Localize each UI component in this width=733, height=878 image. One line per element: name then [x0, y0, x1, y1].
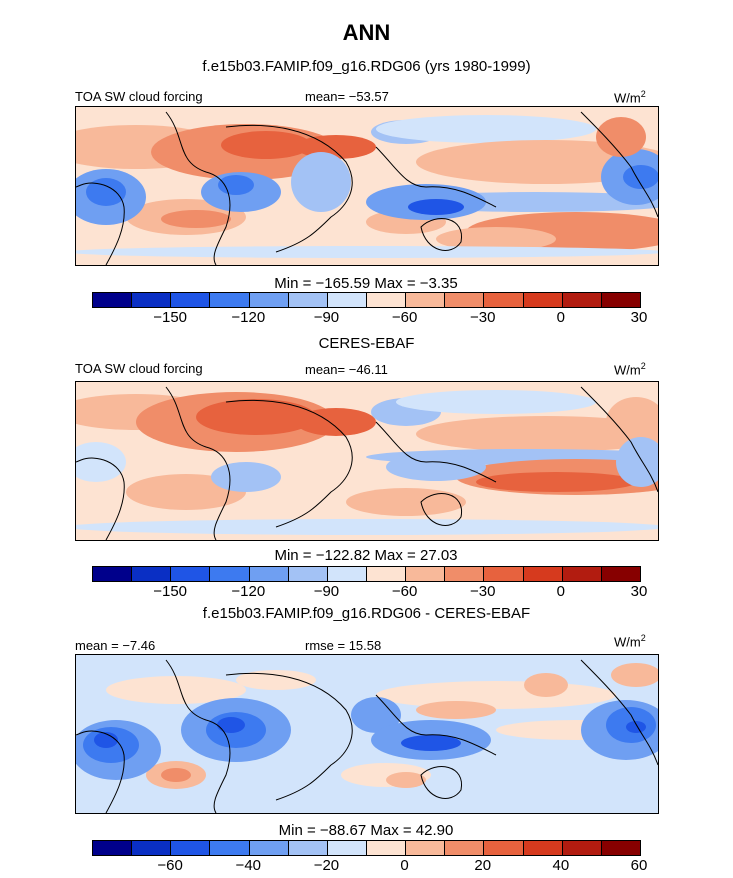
panel-3-minmax: Min = −88.67 Max = 42.90: [278, 822, 454, 839]
colorbar-swatch: [93, 567, 133, 581]
colorbar-tick-label: −60: [391, 583, 418, 600]
panel-1-map-field: [76, 107, 658, 265]
panel-1-colorbar: [92, 292, 641, 308]
panel-3-map: [75, 654, 659, 814]
colorbar-swatch: [132, 841, 172, 855]
colorbar-swatch: [327, 841, 367, 855]
colorbar-tick-label: −30: [469, 309, 496, 326]
colorbar-swatch: [327, 567, 367, 581]
colorbar-swatch: [171, 567, 211, 581]
panel-2-map: [75, 381, 659, 541]
colorbar-tick-label: 30: [630, 309, 648, 326]
colorbar-tick-label: 30: [630, 583, 648, 600]
colorbar-tick-label: −120: [231, 309, 266, 326]
colorbar-tick-label: −150: [153, 583, 188, 600]
colorbar-swatch: [93, 293, 133, 307]
panel-1-units-label: W/m2: [614, 89, 646, 106]
colorbar-tick-label: 0: [556, 583, 566, 600]
panel-3-colorbar-ticks: −60 −40 −20 0 20 40 60: [92, 857, 647, 877]
panel-3-units-label: W/m2: [614, 633, 646, 650]
colorbar-swatch: [406, 293, 446, 307]
panel-1-minmax: Min = −165.59 Max = −3.35: [274, 275, 458, 292]
colorbar-swatch: [406, 841, 446, 855]
panel-3-map-field: [76, 655, 658, 813]
colorbar-swatch: [562, 567, 602, 581]
colorbar-swatch: [562, 293, 602, 307]
colorbar-tick-label: 60: [630, 857, 648, 874]
colorbar-swatch: [601, 841, 640, 855]
colorbar-swatch: [327, 293, 367, 307]
colorbar-swatch: [288, 293, 328, 307]
colorbar-tick-label: −40: [235, 857, 262, 874]
colorbar-swatch: [445, 841, 485, 855]
panel-3-rmse-label: rmse = 15.58: [305, 638, 382, 653]
panel-3-subtitle: f.e15b03.FAMIP.f09_g16.RDG06 - CERES-EBA…: [202, 605, 531, 622]
colorbar-swatch: [484, 293, 524, 307]
colorbar-swatch: [132, 293, 172, 307]
panel-3-colorbar: [92, 840, 641, 856]
colorbar-swatch: [445, 293, 485, 307]
colorbar-swatch: [366, 567, 407, 581]
colorbar-tick-label: 0: [556, 309, 566, 326]
panel-1-variable-label: TOA SW cloud forcing: [75, 89, 203, 104]
colorbar-swatch: [249, 293, 289, 307]
colorbar-tick-label: 0: [400, 857, 409, 874]
colorbar-swatch: [406, 567, 446, 581]
colorbar-tick-label: −20: [313, 857, 340, 874]
colorbar-tick-label: −150: [153, 309, 188, 326]
colorbar-tick-label: −30: [469, 583, 496, 600]
colorbar-tick-label: −90: [313, 309, 340, 326]
colorbar-swatch: [210, 567, 250, 581]
colorbar-swatch: [523, 293, 563, 307]
panel-2-map-field: [76, 382, 658, 540]
colorbar-tick-label: −90: [313, 583, 340, 600]
panel-1-colorbar-ticks: −150 −120 −90 −60 −30 0 30: [92, 309, 647, 329]
panel-2-subtitle: CERES-EBAF: [318, 335, 415, 352]
colorbar-swatch: [523, 567, 563, 581]
colorbar-swatch: [210, 841, 250, 855]
panel-2-mean-label: mean= −46.11: [305, 362, 388, 377]
colorbar-swatch: [171, 841, 211, 855]
colorbar-swatch: [132, 567, 172, 581]
colorbar-swatch: [171, 293, 211, 307]
panel-1-map: [75, 106, 659, 266]
colorbar-tick-label: −60: [391, 309, 418, 326]
colorbar-tick-label: −120: [231, 583, 266, 600]
panel-1-mean-label: mean= −53.57: [305, 89, 389, 104]
colorbar-tick-label: −60: [157, 857, 183, 874]
colorbar-swatch: [484, 841, 524, 855]
colorbar-tick-label: 20: [474, 857, 492, 874]
colorbar-swatch: [366, 293, 407, 307]
colorbar-swatch: [562, 841, 602, 855]
colorbar-swatch: [366, 841, 407, 855]
colorbar-swatch: [249, 567, 289, 581]
colorbar-swatch: [288, 841, 328, 855]
panel-2-variable-label: TOA SW cloud forcing: [75, 361, 203, 376]
colorbar-swatch: [288, 567, 328, 581]
panel-2-colorbar-ticks: −150 −120 −90 −60 −30 0 30: [92, 583, 647, 603]
page-title: ANN: [342, 20, 391, 45]
panel-2-colorbar: [92, 566, 641, 582]
colorbar-swatch: [601, 567, 640, 581]
colorbar-swatch: [93, 841, 133, 855]
colorbar-swatch: [210, 293, 250, 307]
panel-1-subtitle: f.e15b03.FAMIP.f09_g16.RDG06 (yrs 1980-1…: [202, 58, 531, 75]
panel-2-minmax: Min = −122.82 Max = 27.03: [274, 547, 458, 564]
colorbar-swatch: [445, 567, 485, 581]
panel-2-units-label: W/m2: [614, 361, 646, 378]
panel-3-mean-label: mean = −7.46: [75, 638, 156, 653]
colorbar-swatch: [601, 293, 640, 307]
colorbar-swatch: [523, 841, 563, 855]
colorbar-swatch: [484, 567, 524, 581]
colorbar-tick-label: 40: [552, 857, 570, 874]
colorbar-swatch: [249, 841, 289, 855]
